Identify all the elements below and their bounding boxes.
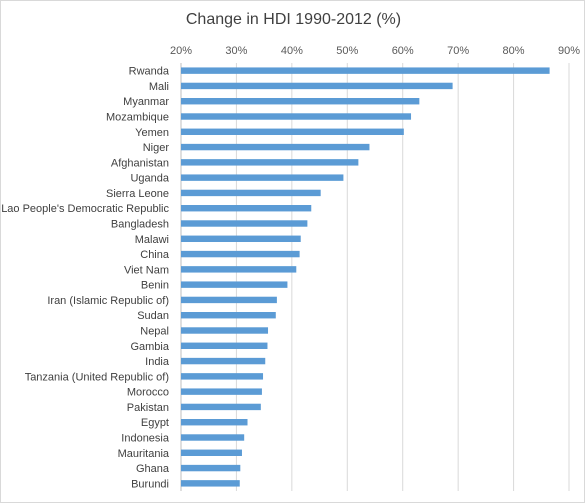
x-tick-label: 70% xyxy=(447,45,469,57)
x-tick-label: 20% xyxy=(170,45,192,57)
bar xyxy=(181,113,412,120)
bar xyxy=(181,67,550,74)
category-label: Benin xyxy=(141,280,169,292)
category-label: Myanmar xyxy=(123,96,169,108)
bar xyxy=(181,342,268,349)
category-label: Iran (Islamic Republic of) xyxy=(47,295,169,307)
bar xyxy=(181,174,344,181)
category-label: Niger xyxy=(143,142,170,154)
x-tick-label: 40% xyxy=(281,45,303,57)
bars xyxy=(181,67,550,487)
category-label: Mozambique xyxy=(106,112,169,124)
x-tick-label: 80% xyxy=(503,45,525,57)
x-tick-label: 90% xyxy=(558,45,580,57)
category-label: Morocco xyxy=(127,387,169,399)
bar xyxy=(181,235,301,242)
bar xyxy=(181,419,248,426)
category-label: Egypt xyxy=(141,417,169,429)
category-labels: Rwanda Mali Myanmar Mozambique Yemen Niger Afg… xyxy=(1,66,170,491)
category-label: Afghanistan xyxy=(111,157,169,169)
chart-title: Change in HDI 1990-2012 (%) xyxy=(185,11,402,28)
category-label: Viet Nam xyxy=(124,264,169,276)
bar xyxy=(181,464,241,472)
category-label: Burundi xyxy=(131,478,169,490)
bar xyxy=(181,143,370,151)
bar xyxy=(181,373,264,380)
category-label: Sierra Leone xyxy=(106,188,169,200)
bar xyxy=(181,434,245,441)
category-label: Pakistan xyxy=(127,402,169,414)
bar xyxy=(181,403,261,411)
bar xyxy=(181,357,266,365)
bar xyxy=(181,312,276,319)
bar xyxy=(181,480,240,487)
category-label: Gambia xyxy=(130,341,169,353)
category-label: Rwanda xyxy=(129,66,170,78)
bar xyxy=(181,98,420,105)
bar xyxy=(181,281,288,288)
bar xyxy=(181,128,404,135)
category-label: Yemen xyxy=(135,127,169,139)
bar xyxy=(181,327,269,334)
bar xyxy=(181,388,262,395)
bar xyxy=(181,82,453,90)
bar xyxy=(181,449,242,456)
x-tick-label: 60% xyxy=(392,45,414,57)
bar xyxy=(181,159,359,166)
bar xyxy=(181,220,308,227)
category-label: Uganda xyxy=(130,173,169,185)
category-label: Ghana xyxy=(136,463,170,475)
category-label: Indonesia xyxy=(121,433,170,445)
x-tick-label: 30% xyxy=(225,45,247,57)
category-label: China xyxy=(140,249,170,261)
category-label: Nepal xyxy=(140,326,169,338)
gridlines xyxy=(180,63,570,491)
category-label: Mauritania xyxy=(118,448,170,460)
category-label: India xyxy=(145,356,170,368)
category-label: Mali xyxy=(149,81,169,93)
category-label: Sudan xyxy=(137,310,169,322)
bar xyxy=(181,250,300,258)
x-tick-label: 50% xyxy=(336,45,358,57)
bar xyxy=(181,205,312,212)
bar xyxy=(181,296,277,304)
bar xyxy=(181,189,321,197)
x-axis-ticks: 20% 30% 40% 50% 60% 70% 80% 90% xyxy=(170,45,580,57)
category-label: Malawi xyxy=(135,234,169,246)
category-label: Bangladesh xyxy=(111,219,169,231)
category-label: Tanzania (United Republic of) xyxy=(25,371,169,383)
category-label: Lao People's Democratic Republic xyxy=(1,203,169,215)
bar xyxy=(181,266,297,273)
